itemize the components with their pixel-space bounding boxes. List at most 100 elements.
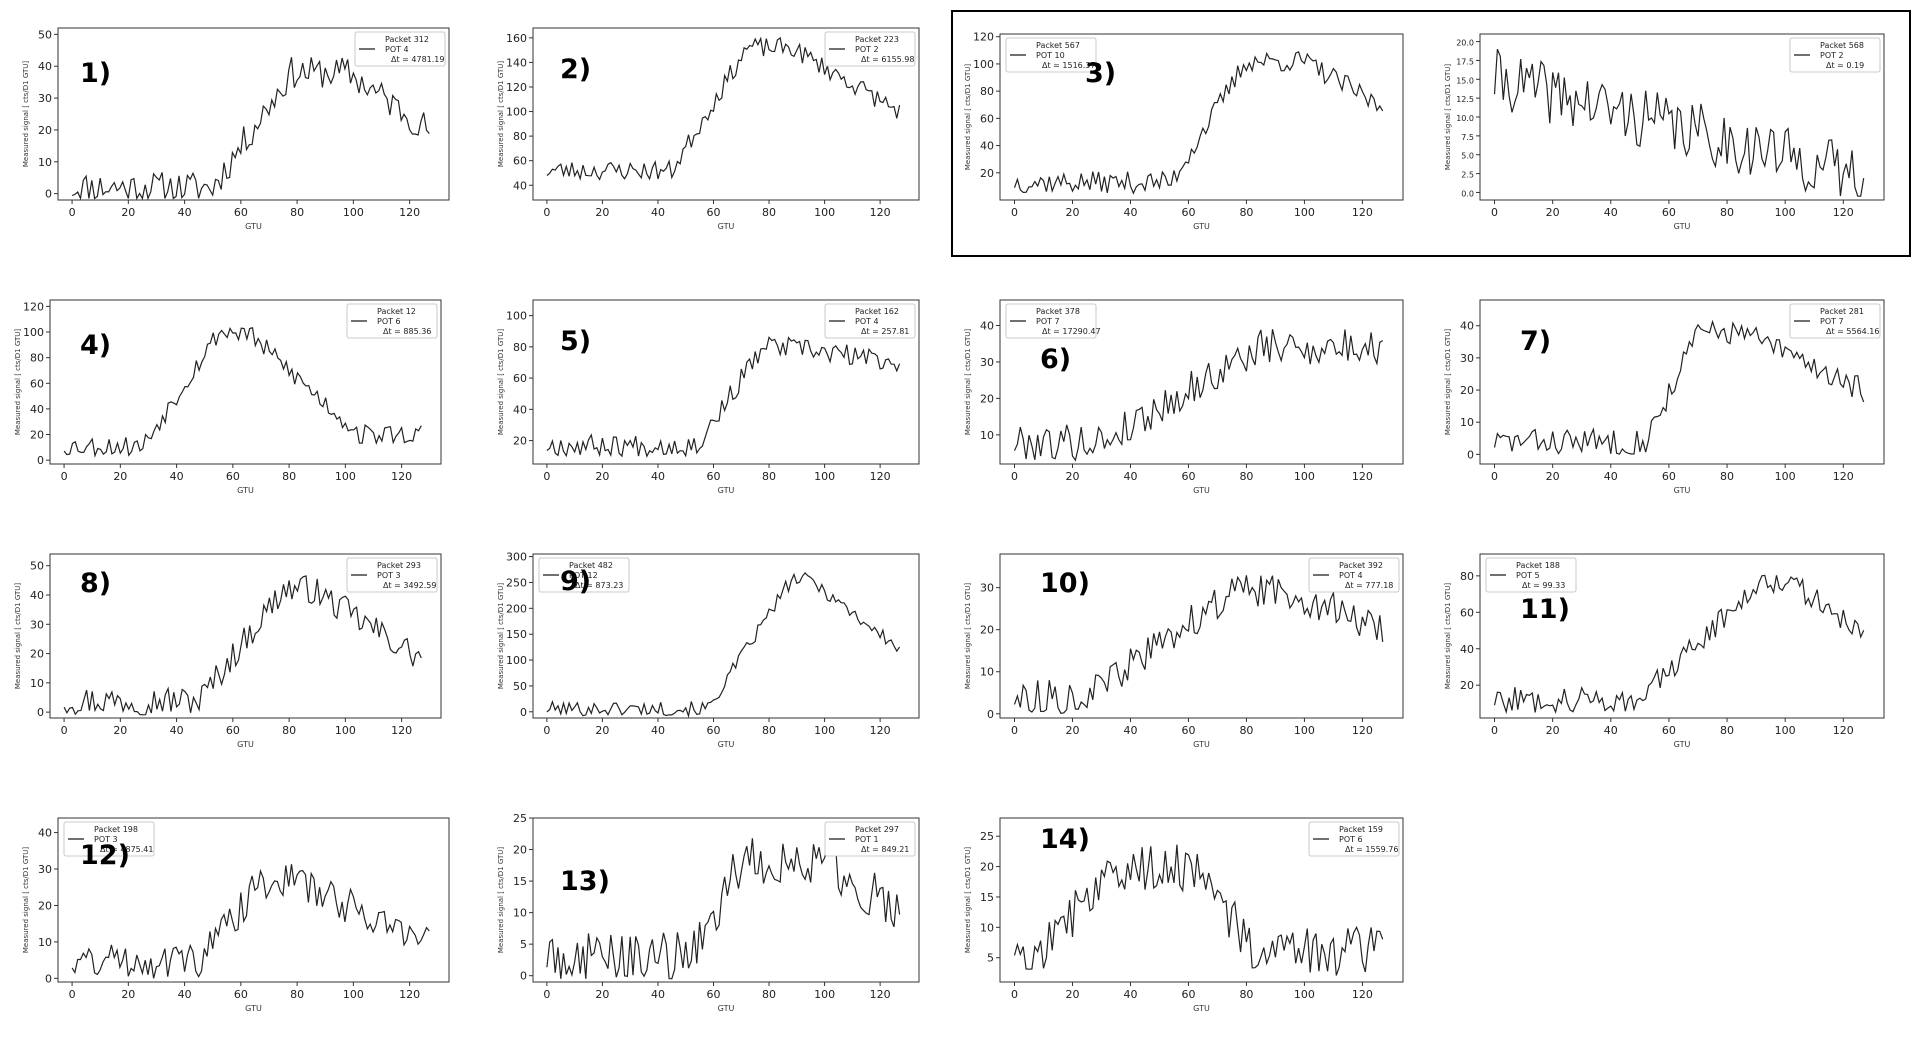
legend-entry: Packet 198 [94, 825, 138, 834]
x-tick-label: 40 [651, 470, 665, 483]
y-tick-label: 60 [980, 112, 994, 125]
x-tick-label: 0 [1011, 988, 1018, 1001]
legend-entry: POT 4 [855, 317, 879, 326]
x-tick-label: 80 [1720, 724, 1734, 737]
y-tick-label: 60 [1460, 606, 1474, 619]
legend-entry: POT 2 [855, 45, 879, 54]
legend-box [538, 557, 630, 593]
y-tick-label: 10 [1460, 416, 1474, 429]
y-tick-label: 30 [38, 863, 52, 876]
y-tick-label: 80 [513, 130, 527, 143]
chart-panel-14: 0 20 40 60 80 100 120 0 5 10 15 20 25 GTU Measured sig… [497, 812, 920, 1013]
y-axis-label: Measured signal [ cts/D1 GTU] [964, 583, 972, 690]
y-tick-label: 40 [30, 403, 44, 416]
legend-entry: Δt = 0.19 [1826, 61, 1864, 70]
x-tick-label: 100 [1294, 988, 1315, 1001]
panel-number-label: 4) [80, 330, 111, 361]
x-tick-label: 80 [282, 470, 296, 483]
x-tick-label: 0 [69, 206, 76, 219]
y-tick-label: 20 [980, 392, 994, 405]
signal-series-line [1493, 48, 1865, 197]
x-tick-label: 0 [1011, 724, 1018, 737]
y-tick-label: 5.0 [1461, 152, 1474, 161]
legend-entry: Packet 392 [1339, 561, 1383, 570]
y-tick-label: 30 [1460, 352, 1474, 365]
y-tick-label: 20.0 [1456, 39, 1474, 48]
y-tick-label: 15.0 [1456, 76, 1474, 85]
y-tick-label: 30 [38, 92, 52, 105]
y-tick-label: 40 [513, 179, 527, 192]
y-tick-label: 15 [513, 875, 527, 888]
legend-entry: Packet 568 [1820, 41, 1864, 50]
legend-box [63, 821, 155, 857]
y-axis-label: Measured signal [ cts/D1 GTU] [1444, 64, 1452, 171]
x-tick-label: 0 [61, 724, 68, 737]
x-tick-label: 60 [1181, 988, 1195, 1001]
x-tick-label: 20 [1065, 988, 1079, 1001]
panel-number-label: 13) [560, 866, 610, 897]
x-tick-label: 0 [543, 724, 550, 737]
x-tick-label: 40 [178, 206, 192, 219]
x-tick-label: 60 [707, 988, 721, 1001]
legend-entry: Δt = 257.81 [861, 327, 909, 336]
chart-panel-9: 0 20 40 60 80 100 120 0 10 20 30 40 50 GTU Measured si… [14, 553, 442, 749]
x-tick-label: 100 [1775, 206, 1796, 219]
x-tick-label: 60 [1181, 206, 1195, 219]
x-tick-label: 120 [870, 206, 891, 219]
y-axis-label: Measured signal [ cts/D1 GTU] [14, 329, 22, 436]
y-tick-label: 30 [980, 582, 994, 595]
y-tick-label: 20 [980, 624, 994, 637]
x-tick-label: 40 [178, 988, 192, 1001]
chart-panel-12: 0 20 40 60 80 100 120 20 40 60 80 GTU Measured signa… [1444, 553, 1885, 749]
x-tick-label: 120 [1352, 470, 1373, 483]
legend-entry: Packet 293 [377, 561, 421, 570]
signal-series-line [546, 838, 901, 980]
legend-box [824, 821, 916, 857]
y-axis-label: Measured signal [ cts/D1 GTU] [22, 847, 30, 954]
x-tick-label: 80 [1239, 724, 1253, 737]
x-tick-label: 120 [399, 988, 420, 1001]
y-tick-label: 20 [1460, 679, 1474, 692]
y-tick-label: 0 [37, 706, 44, 719]
legend-entry: Δt = 1559.76 [1345, 845, 1398, 854]
y-tick-label: 0 [1467, 448, 1474, 461]
legend-entry: Δt = 885.36 [383, 327, 431, 336]
x-tick-label: 60 [226, 470, 240, 483]
x-tick-label: 120 [391, 470, 412, 483]
legend-entry: Δt = 6155.98 [861, 55, 914, 64]
signal-series-line [1013, 844, 1384, 976]
y-axis-label: Measured signal [ cts/D1 GTU] [964, 847, 972, 954]
legend-entry: Δt = 1516.37 [1042, 61, 1095, 70]
y-tick-label: 150 [506, 628, 527, 641]
y-tick-label: 40 [513, 403, 527, 416]
y-tick-label: 20 [513, 844, 527, 857]
y-tick-label: 60 [513, 155, 527, 168]
legend-entry: POT 1 [855, 835, 879, 844]
y-tick-label: 20 [30, 429, 44, 442]
y-tick-label: 20 [38, 124, 52, 137]
x-tick-label: 120 [1833, 724, 1854, 737]
signal-series-line [546, 36, 901, 181]
signal-series-line [1013, 50, 1384, 195]
x-tick-label: 20 [595, 206, 609, 219]
x-tick-label: 80 [1720, 470, 1734, 483]
x-tick-label: 40 [1123, 724, 1137, 737]
x-tick-label: 40 [1604, 206, 1618, 219]
chart-panel-3: 0 20 40 60 80 100 120 20 40 60 80 100 120 GTU Measured… [964, 31, 1404, 231]
y-tick-label: 40 [980, 320, 994, 333]
signal-series-line [1013, 575, 1384, 714]
y-axis-label: Measured signal [ cts/D1 GTU] [1444, 583, 1452, 690]
x-tick-label: 80 [1239, 206, 1253, 219]
x-tick-label: 20 [1065, 470, 1079, 483]
x-tick-label: 120 [391, 724, 412, 737]
legend-entry: POT 2 [1820, 51, 1844, 60]
signal-series-line [1493, 319, 1865, 455]
x-tick-label: 40 [170, 724, 184, 737]
y-tick-label: 0 [520, 970, 527, 983]
legend-entry: POT 6 [1339, 835, 1363, 844]
y-tick-label: 250 [506, 576, 527, 589]
y-tick-label: 20 [38, 899, 52, 912]
x-tick-label: 40 [651, 206, 665, 219]
x-tick-label: 20 [1546, 724, 1560, 737]
legend-entry: POT 5 [1516, 571, 1540, 580]
